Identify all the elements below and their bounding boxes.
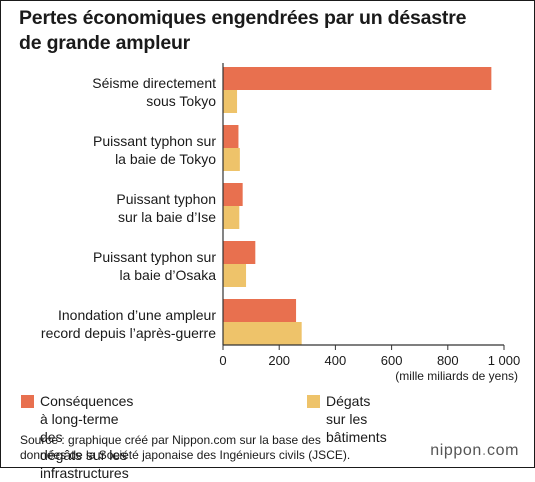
- source-note-line1: Source : graphique créé par Nippon.com s…: [20, 433, 321, 447]
- chart-title-line1: Pertes économiques engendrées par un dés…: [19, 7, 467, 29]
- category-label-1: Puissant typhon sur la baie de Tokyo: [6, 132, 216, 168]
- x-axis-unit-label: (mille miliards de yens): [395, 369, 518, 383]
- bar-series-a-3: [223, 241, 256, 264]
- legend-swatch-series-b: [307, 395, 320, 408]
- category-label-3-line2: la baie d’Osaka: [119, 267, 216, 283]
- x-tick-label-2: 400: [325, 353, 347, 368]
- legend-label-series-a-line1: Conséquences à long-terme des: [40, 393, 134, 445]
- nippon-com-logo: nippon.com: [430, 442, 519, 460]
- legend-label-series-b-line1: Dégats sur les bâtiments: [326, 393, 387, 445]
- bar-series-a-4: [223, 299, 297, 322]
- category-label-4-line2: record depuis l’après-guerre: [40, 325, 216, 341]
- legend: Conséquences à long-terme des dégâts sur…: [21, 392, 521, 481]
- category-label-3-line1: Puissant typhon sur: [93, 249, 216, 265]
- source-note: Source : graphique créé par Nippon.com s…: [20, 433, 460, 463]
- bar-series-b-2: [223, 206, 240, 229]
- bar-series-b-4: [223, 322, 302, 345]
- category-label-0-line2: sous Tokyo: [146, 93, 216, 109]
- x-tick-label-1: 200: [268, 353, 290, 368]
- category-label-3: Puissant typhon sur la baie d’Osaka: [6, 248, 216, 284]
- bar-series-b-1: [223, 148, 240, 171]
- x-tick-label-4: 800: [437, 353, 459, 368]
- source-note-line2: données de la Société japonaise des Ingé…: [20, 448, 351, 462]
- category-label-0: Séisme directement sous Tokyo: [6, 74, 216, 110]
- brand-tld: com: [486, 442, 519, 459]
- x-tick-label-0: 0: [219, 353, 226, 368]
- legend-label-series-b: Dégats sur les bâtiments: [326, 392, 387, 446]
- chart-title-line2: de grande ampleur: [19, 32, 191, 54]
- bar-series-a-2: [223, 183, 243, 206]
- bar-series-a-1: [223, 125, 239, 148]
- category-label-4: Inondation d’une ampleur record depuis l’…: [6, 306, 216, 342]
- brand-dot: .: [481, 442, 487, 459]
- category-label-0-line1: Séisme directement: [92, 75, 216, 91]
- category-label-2-line1: Puissant typhon: [116, 191, 216, 207]
- bar-chart-plot: 0 200 400 600 800 1 000: [219, 63, 521, 368]
- category-label-1-line2: la baie de Tokyo: [115, 151, 216, 167]
- brand-name: nippon: [430, 442, 482, 459]
- legend-swatch-series-a: [21, 395, 34, 408]
- chart-title: Pertes économiques engendrées par un dés…: [19, 6, 519, 56]
- bar-series-a-0: [223, 67, 492, 90]
- category-label-2: Puissant typhon sur la baie d’Ise: [6, 190, 216, 226]
- x-tick-label-3: 600: [381, 353, 403, 368]
- bar-series-b-3: [223, 264, 247, 287]
- category-label-1-line1: Puissant typhon sur: [93, 133, 216, 149]
- category-label-4-line1: Inondation d’une ampleur: [57, 307, 216, 323]
- bar-series-b-0: [223, 90, 238, 113]
- x-tick-label-5: 1 000: [488, 353, 521, 368]
- category-label-2-line2: sur la baie d’Ise: [117, 209, 216, 225]
